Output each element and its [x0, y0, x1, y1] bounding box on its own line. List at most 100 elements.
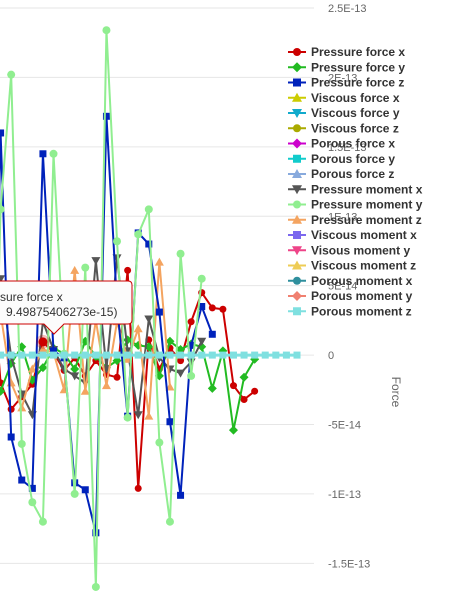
data-point: [219, 351, 227, 359]
legend-marker: [292, 62, 302, 73]
data-point: [208, 330, 216, 338]
legend-item[interactable]: Porous moment y: [288, 289, 413, 303]
y-tick-label: 5E-14: [328, 281, 357, 293]
legend-item[interactable]: Viscous force z: [288, 121, 399, 135]
data-point: [38, 517, 47, 526]
data-point: [101, 381, 111, 390]
data-point: [165, 517, 174, 526]
data-point: [124, 266, 132, 274]
data-point: [27, 364, 37, 373]
data-point: [113, 373, 121, 381]
data-point: [50, 351, 58, 359]
data-point: [261, 351, 269, 359]
data-point: [207, 383, 217, 393]
data-point: [123, 413, 132, 422]
data-point: [197, 274, 206, 283]
legend-item[interactable]: Viscous moment z: [288, 259, 416, 273]
data-point: [28, 498, 37, 507]
data-point: [81, 263, 90, 272]
legend-marker: [293, 78, 301, 87]
data-point: [198, 303, 206, 310]
tooltip-box: [0, 280, 133, 335]
data-point: [113, 351, 121, 359]
data-point: [208, 304, 216, 312]
data-point: [187, 351, 195, 359]
legend-label: Pressure moment x: [311, 182, 423, 196]
data-point: [145, 240, 153, 248]
data-point: [7, 70, 16, 79]
data-point: [18, 476, 26, 484]
legend-label: Viscous moment x: [311, 228, 417, 242]
data-point: [176, 369, 186, 378]
data-point: [154, 257, 164, 266]
data-point: [240, 351, 248, 359]
data-point: [187, 371, 196, 380]
legend-item[interactable]: Porous moment z: [288, 304, 412, 318]
legend-item[interactable]: Visous moment y: [288, 243, 410, 257]
legend-item[interactable]: Pressure moment z: [288, 213, 422, 227]
data-point: [7, 351, 15, 359]
data-point: [49, 149, 58, 158]
data-point: [17, 439, 26, 448]
legend-label: Viscous force y: [311, 106, 400, 120]
legend-item[interactable]: Porous force y: [288, 152, 395, 166]
data-point: [0, 129, 5, 137]
legend-item[interactable]: Viscous force x: [288, 91, 400, 105]
y-tick-label: 2.5E-13: [328, 3, 367, 15]
legend-item[interactable]: Viscous force y: [288, 106, 400, 120]
legend-item[interactable]: Pressure moment y: [288, 198, 423, 212]
legend-item[interactable]: Pressure moment x: [288, 182, 423, 196]
legend-label: Viscous moment z: [311, 259, 416, 273]
legend-item[interactable]: Viscous moment x: [288, 228, 417, 242]
series-porous-moment-z: [0, 351, 301, 359]
data-point: [293, 351, 301, 359]
data-point: [145, 351, 153, 359]
y-axis-title: Force: [389, 377, 403, 408]
legend-label: Pressure moment y: [311, 198, 423, 212]
data-point: [229, 382, 237, 390]
tooltip: sure force x 9.49875406273e-15): [0, 280, 133, 335]
data-point: [197, 337, 207, 346]
data-point: [70, 364, 80, 374]
data-point: [176, 249, 185, 258]
y-tick-label: -5E-14: [328, 420, 361, 432]
legend-label: Viscous force z: [311, 121, 399, 135]
data-point: [166, 351, 174, 359]
data-point: [272, 351, 280, 359]
tooltip-value: 9.49875406273e-15): [6, 305, 117, 319]
data-point: [39, 351, 47, 359]
legend-item[interactable]: Porous moment x: [288, 274, 413, 288]
data-point: [7, 433, 15, 441]
legend-marker: [292, 92, 302, 102]
legend-label: Pressure moment z: [311, 213, 422, 227]
data-point: [133, 411, 143, 420]
legend-item[interactable]: Pressure force y: [288, 60, 405, 74]
legend-marker: [293, 154, 301, 163]
data-point: [144, 315, 154, 324]
legend-marker: [293, 307, 301, 316]
data-point: [0, 351, 5, 359]
data-point: [60, 351, 68, 359]
series-pressure-moment-y: [0, 26, 206, 591]
data-point: [133, 324, 143, 333]
legend-marker: [292, 260, 302, 270]
data-point: [0, 386, 6, 396]
legend-item[interactable]: Pressure force z: [288, 76, 404, 90]
data-point: [91, 257, 101, 266]
y-axis: 2.5E-13 2E-13 1.5E-13 1E-13 5E-14 0 -5E-14 -1E-…: [328, 3, 370, 570]
data-point: [70, 489, 79, 498]
data-point: [102, 112, 110, 120]
data-point: [208, 351, 216, 359]
legend-item[interactable]: Porous force x: [288, 137, 395, 151]
data-point: [165, 336, 175, 346]
data-point: [28, 351, 36, 359]
data-point: [155, 438, 164, 447]
y-tick-label: -1E-13: [328, 489, 361, 501]
legend-item[interactable]: Porous force z: [288, 167, 394, 181]
legend-label: Porous force z: [311, 167, 394, 181]
data-point: [18, 351, 26, 359]
legend-item[interactable]: Pressure force x: [288, 45, 405, 59]
data-point: [134, 351, 142, 359]
